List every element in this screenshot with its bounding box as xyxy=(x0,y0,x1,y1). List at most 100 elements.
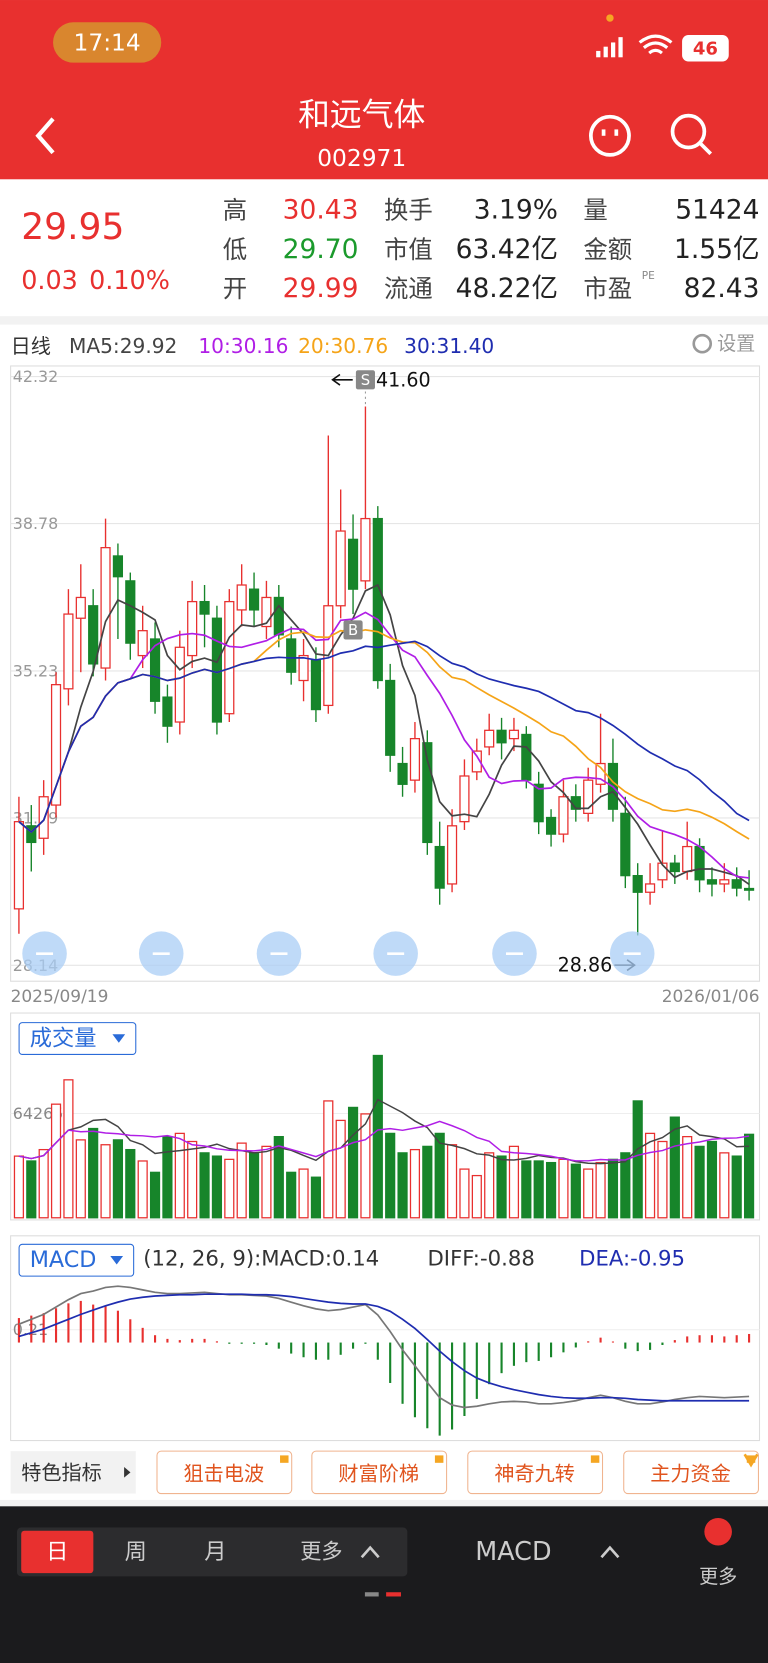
volume-bar xyxy=(632,1100,643,1219)
more-label[interactable]: 更多 xyxy=(699,1565,737,1588)
indicator-tab[interactable] xyxy=(623,1450,759,1495)
macd-selector-label[interactable]: MACD xyxy=(30,1247,97,1273)
page-dot-active xyxy=(386,1592,401,1597)
feature-arrow xyxy=(124,1467,131,1478)
candle-body xyxy=(88,605,99,665)
time-pill xyxy=(53,22,162,63)
stat-value: 3.19% xyxy=(474,195,558,226)
volume-bar xyxy=(347,1106,359,1219)
candle-body xyxy=(199,600,210,615)
indicator-switch[interactable]: MACD xyxy=(475,1537,551,1567)
search-button[interactable] xyxy=(670,113,713,156)
indicator-tab-label[interactable]: 狙击电波 xyxy=(184,1461,265,1485)
volume-ma-line xyxy=(18,1120,750,1162)
volume-selector-label[interactable]: 成交量 xyxy=(30,1026,97,1052)
macd-chart: 0.21 xyxy=(10,1285,760,1436)
volume-bar xyxy=(409,1148,421,1219)
volume-bar xyxy=(583,1168,594,1219)
period-active xyxy=(21,1530,94,1574)
candle-body xyxy=(236,584,247,611)
candle-body xyxy=(298,654,309,682)
volume-bar xyxy=(63,1079,74,1219)
candle-body xyxy=(360,517,371,582)
feature-label[interactable]: 特色指标 xyxy=(21,1460,102,1484)
candle-body xyxy=(149,638,161,702)
candle-body xyxy=(63,613,74,690)
volume-bar xyxy=(521,1160,532,1219)
volume-bar xyxy=(224,1158,235,1219)
pe-superscript: PE xyxy=(642,270,655,282)
candle-body xyxy=(459,775,470,823)
last-price: 29.95 xyxy=(21,206,124,248)
volume-bar xyxy=(137,1160,148,1219)
ma-legend-item: 20:30.76 xyxy=(298,334,388,358)
period-tab[interactable]: 月 xyxy=(204,1539,226,1565)
y-tick-label: 38.78 xyxy=(13,514,59,533)
stat-value: 51424 xyxy=(675,195,759,226)
more-icon[interactable] xyxy=(704,1517,732,1546)
volume-bar xyxy=(335,1119,346,1219)
candle-body xyxy=(335,530,346,607)
candle-body xyxy=(545,816,557,835)
candle-body xyxy=(471,750,482,773)
kline-period: 日线 xyxy=(11,334,51,358)
sell-marker-box xyxy=(355,370,375,390)
candle-body xyxy=(558,796,569,835)
period-tab[interactable]: 日 xyxy=(46,1539,68,1565)
stat-value: 48.22亿 xyxy=(456,273,558,304)
candle-body xyxy=(731,879,742,889)
volume-panel xyxy=(10,1012,761,1221)
settings-label[interactable]: 设置 xyxy=(717,332,755,355)
period-more[interactable]: 更多 xyxy=(300,1539,342,1564)
ma-legend: MA5:29.92 10:30.16 20:30.76 30:31.40 xyxy=(69,334,494,358)
indicator-tab-label[interactable]: 神奇九转 xyxy=(494,1461,575,1485)
stat-value: 63.42亿 xyxy=(456,234,558,265)
chevron-up xyxy=(360,1545,380,1559)
settings-button[interactable]: 设置 xyxy=(692,332,755,355)
volume-selector[interactable]: 成交量 xyxy=(18,1022,137,1055)
volume-bar xyxy=(372,1054,383,1219)
back-button[interactable] xyxy=(35,117,55,155)
buy-marker: B xyxy=(348,621,358,639)
indicator-tab-label[interactable]: 财富阶梯 xyxy=(338,1461,419,1485)
volume-bar xyxy=(261,1145,272,1219)
indicator-tab-label[interactable]: 主力资金 xyxy=(650,1461,731,1485)
stat-label: 市值 xyxy=(384,235,433,264)
volume-bar xyxy=(273,1135,284,1219)
diff-value: DIFF:-0.88 xyxy=(427,1247,534,1272)
service-button[interactable] xyxy=(588,114,631,157)
stat-value: 29.99 xyxy=(283,273,359,304)
stat-value: 1.55亿 xyxy=(674,234,760,265)
indicator-tab[interactable] xyxy=(311,1450,448,1495)
candle-body xyxy=(644,883,656,893)
separator xyxy=(0,316,768,325)
price-panel xyxy=(10,365,761,982)
price-change-percent: 0.10% xyxy=(89,266,170,296)
ma-line xyxy=(18,628,750,840)
candle-body xyxy=(286,638,297,673)
volume-bar xyxy=(323,1100,334,1219)
candle-body xyxy=(694,845,705,881)
volume-bar xyxy=(298,1168,309,1219)
candle-body xyxy=(13,821,25,910)
price-change: 0.03 xyxy=(21,266,78,296)
volume-bar xyxy=(310,1176,322,1219)
volume-bar xyxy=(38,1148,49,1219)
volume-bar xyxy=(75,1139,86,1219)
candle-body xyxy=(174,646,185,723)
indicator-tab[interactable] xyxy=(467,1450,604,1495)
feature-box[interactable] xyxy=(10,1451,136,1494)
macd-selector[interactable]: MACD xyxy=(18,1243,135,1277)
candle-body xyxy=(26,825,37,844)
period-tab[interactable]: 周 xyxy=(125,1539,147,1565)
volume-bar xyxy=(459,1168,470,1219)
volume-bar xyxy=(558,1158,569,1219)
candle-body xyxy=(583,779,594,814)
macd-params: (12, 26, 9):MACD:0.14 xyxy=(143,1247,379,1272)
volume-bar xyxy=(694,1145,705,1219)
volume-bar xyxy=(162,1135,173,1219)
indicator-tab[interactable] xyxy=(156,1450,293,1495)
candle-body xyxy=(422,742,433,844)
price-chart: 42.3238.7835.2331.6928.14S41.60B28.86202… xyxy=(11,367,760,1007)
